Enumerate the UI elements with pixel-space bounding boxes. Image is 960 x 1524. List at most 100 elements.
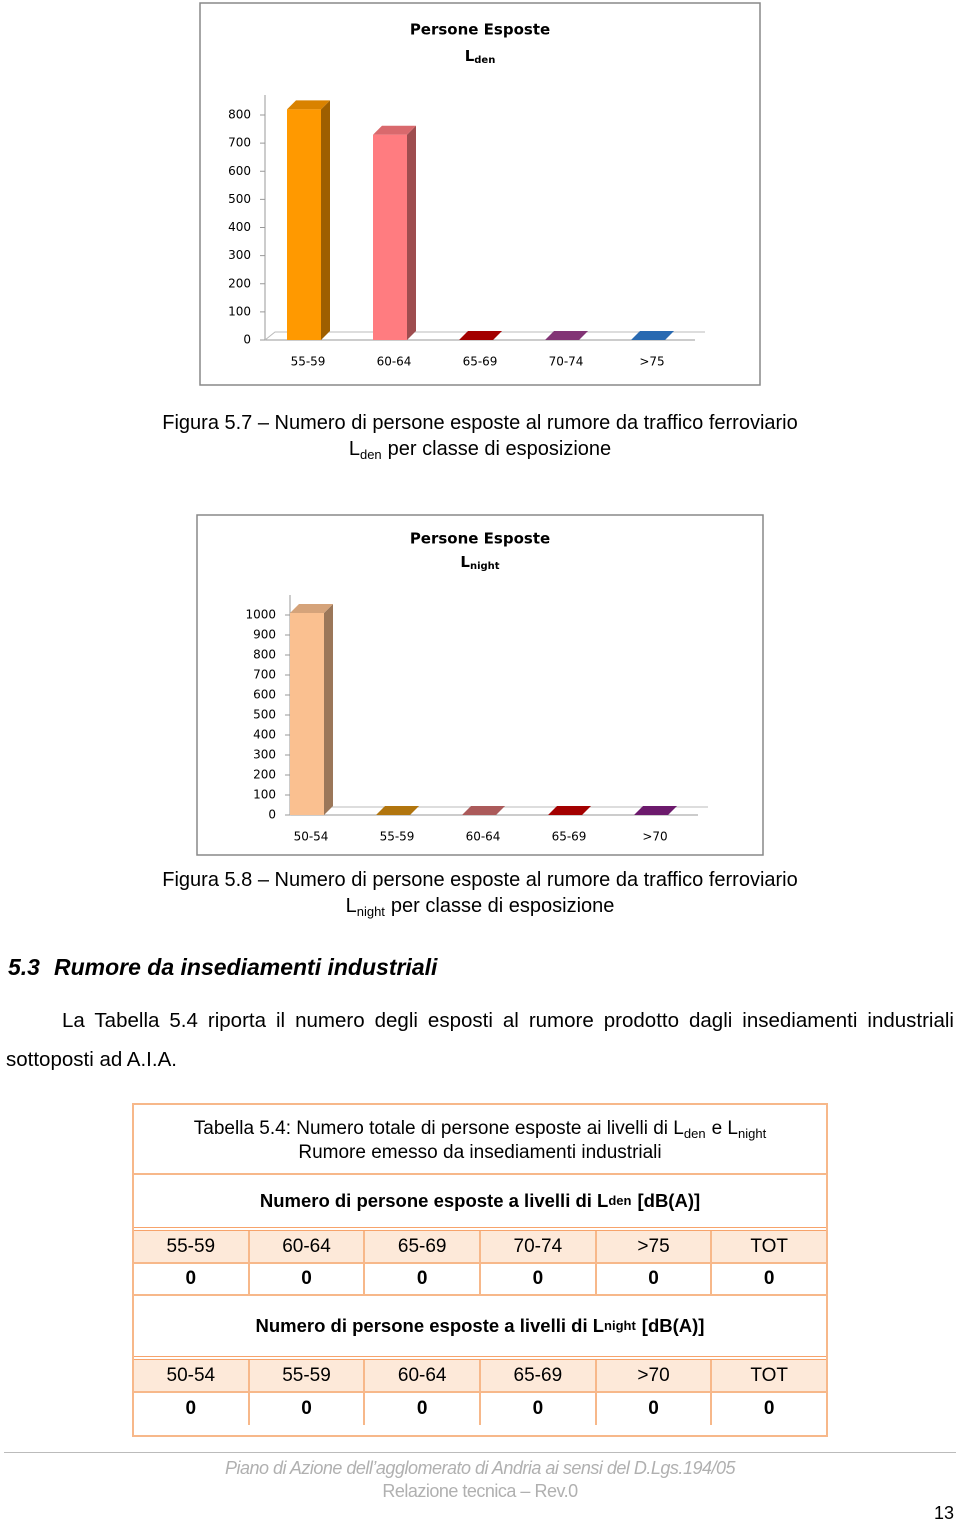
value-cell: 0 [134, 1264, 250, 1294]
y-tick-label: 900 [253, 628, 276, 642]
bar-top [634, 806, 677, 815]
footer-text: Relazione tecnica – Rev.0 [382, 1481, 578, 1501]
section-heading: Numero di persone esposte a livelli di L… [134, 1296, 826, 1360]
caption-text: Figura 5.8 – Numero di persone esposte a… [162, 869, 798, 891]
header-row: 50-54 55-59 60-64 65-69 >70 TOT [134, 1360, 826, 1393]
caption-text: Figura 5.7 – Numero di persone esposte a… [162, 412, 798, 434]
chart-subtitle: Lnight [460, 553, 499, 573]
subtitle-sub: den [474, 55, 495, 66]
table: Tabella 5.4: Numero totale di persone es… [132, 1103, 828, 1437]
footer-rule [4, 1452, 956, 1453]
x-tick-label: 55-59 [380, 830, 415, 844]
figure-caption: Lden per classe di esposizione [0, 438, 960, 461]
y-tick-label: 300 [228, 248, 251, 262]
value-cell: 0 [481, 1393, 597, 1425]
y-tick-label: 400 [228, 220, 251, 234]
bar-side [407, 125, 416, 340]
header-cell: 55-59 [250, 1360, 366, 1391]
x-tick-label: 60-64 [466, 830, 501, 844]
value-cell: 0 [365, 1393, 482, 1425]
value-cell: 0 [763, 1268, 775, 1289]
heading-suffix: [dB(A)] [641, 1315, 705, 1336]
caption-sub: den [359, 447, 382, 462]
value-cell: 0 [250, 1393, 366, 1425]
x-tick-label: 65-69 [463, 355, 498, 369]
heading-suffix: [dB(A)] [637, 1190, 701, 1211]
header-cell: TOT [750, 1364, 789, 1386]
chart-title: Persone Esposte [410, 21, 550, 39]
value-cell: 0 [365, 1264, 482, 1294]
header-cell: 50-54 [134, 1360, 250, 1391]
chart-subtitle: Lden [465, 47, 496, 67]
charts: Persone Esposte Lden 0 100 200 300 400 500 600 70… [196, 2, 764, 856]
caption-text: e L [711, 1118, 738, 1139]
header-cell: 65-69 [365, 1231, 482, 1262]
section-heading: Numero di persone esposte a livelli di L… [134, 1175, 826, 1231]
heading-text: Numero di persone esposte a livelli di L [255, 1315, 605, 1336]
y-tick-label: 800 [228, 108, 251, 122]
bar-top [287, 100, 330, 110]
header-cell: >70 [597, 1360, 713, 1391]
x-tick-label: >70 [642, 830, 667, 844]
table-caption: Tabella 5.4: Numero totale di persone es… [134, 1105, 826, 1175]
caption-text: Rumore emesso da insediamenti industrial… [298, 1142, 662, 1163]
y-tick-label: 200 [228, 276, 251, 290]
value-cell: 0 [597, 1393, 713, 1425]
bar-top [548, 806, 591, 815]
bar-top [545, 331, 588, 340]
y-tick-label: 500 [253, 708, 276, 722]
x-tick-label: 60-64 [377, 355, 412, 369]
page-number: 13 [933, 1503, 954, 1523]
section-title: Rumore da insediamenti industriali [53, 954, 438, 980]
bar-top [631, 331, 674, 340]
header-cell: 55-59 [134, 1231, 250, 1262]
subtitle-sub: night [470, 561, 500, 572]
caption-text: per classe di esposizione [390, 895, 615, 917]
header-cell: 60-64 [365, 1360, 482, 1391]
header-cell: 60-64 [250, 1231, 366, 1262]
y-tick-label: 100 [253, 788, 276, 802]
y-tick-label: 500 [228, 192, 251, 206]
figure-caption: Lnight per classe di esposizione [0, 895, 960, 918]
bar-side [321, 100, 330, 340]
y-tick-label: 400 [253, 728, 276, 742]
x-tick-label: >75 [639, 355, 664, 369]
section-heading: 5.3 Rumore da insediamenti industriali [8, 954, 437, 981]
bar-top [373, 125, 416, 135]
x-tick-label: 50-54 [294, 830, 329, 844]
x-tick-label: 70-74 [549, 355, 584, 369]
header-cell: 65-69 [481, 1360, 597, 1391]
caption-sub: night [356, 904, 385, 919]
chart-title: Persone Esposte [410, 530, 550, 548]
bar-side [324, 604, 333, 815]
x-tick-label: 55-59 [291, 355, 326, 369]
subtitle-base: L [460, 553, 470, 571]
paragraph: La Tabella 5.4 riporta il numero degli e… [6, 1009, 954, 1071]
header-cell: 70-74 [481, 1231, 597, 1262]
y-tick-label: 1000 [245, 608, 276, 622]
y-tick-label: 100 [228, 304, 251, 318]
caption-sub: night [737, 1126, 767, 1141]
figure-caption: Figura 5.7 – Numero di persone esposte a… [0, 412, 960, 435]
caption-text: L [345, 895, 357, 917]
y-tick-label: 700 [228, 136, 251, 150]
bar [290, 613, 324, 815]
value-cell: 0 [481, 1264, 597, 1294]
y-tick-label: 0 [268, 808, 276, 822]
value-cell: 0 [250, 1264, 366, 1294]
y-tick-label: 800 [253, 648, 276, 662]
bar-top [290, 604, 333, 613]
y-tick-label: 700 [253, 668, 276, 682]
y-tick-label: 600 [228, 164, 251, 178]
heading-text: Numero di persone esposte a livelli di L [259, 1190, 609, 1211]
bar-top [459, 331, 502, 340]
value-cell: 0 [134, 1393, 250, 1425]
value-cell: 0 [597, 1264, 713, 1294]
y-tick-label: 600 [253, 688, 276, 702]
footer-text: Piano di Azione dell’agglomerato di Andr… [224, 1458, 736, 1478]
header-row: 55-59 60-64 65-69 70-74 >75 TOT [134, 1231, 826, 1264]
value-cell: 0 [763, 1398, 775, 1419]
